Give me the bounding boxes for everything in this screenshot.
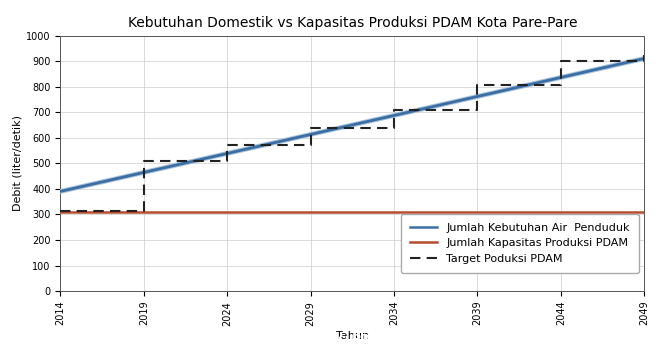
Title: Kebutuhan Domestik vs Kapasitas Produksi PDAM Kota Pare-Pare: Kebutuhan Domestik vs Kapasitas Produksi… [127, 16, 577, 30]
Text: Gambar 4: Kebutuhan Domestik vs Kapasitas Produksi: Gambar 4: Kebutuhan Domestik vs Kapasita… [8, 333, 352, 345]
Text: PDAM.: PDAM. [352, 333, 399, 345]
X-axis label: Tahun: Tahun [336, 331, 369, 341]
Y-axis label: Debit (liter/detik): Debit (liter/detik) [12, 115, 22, 211]
Legend: Jumlah Kebutuhan Air  Penduduk, Jumlah Kapasitas Produksi PDAM, Target Poduksi P: Jumlah Kebutuhan Air Penduduk, Jumlah Ka… [401, 214, 639, 273]
